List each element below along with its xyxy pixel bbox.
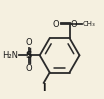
Text: CH₃: CH₃ <box>83 21 96 27</box>
Text: O: O <box>53 20 59 29</box>
Text: I: I <box>42 83 45 93</box>
Text: O: O <box>25 64 32 73</box>
Text: O: O <box>25 38 32 47</box>
Text: O: O <box>71 20 77 29</box>
Text: H₂N: H₂N <box>3 51 19 60</box>
Text: S: S <box>26 51 32 60</box>
